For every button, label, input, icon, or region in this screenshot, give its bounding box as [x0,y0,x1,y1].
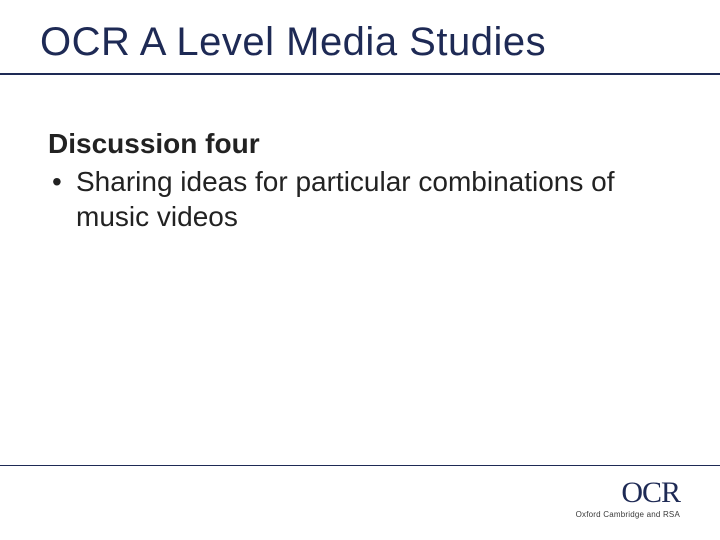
discussion-subhead: Discussion four [48,128,672,160]
ocr-logo-sub: Oxford Cambridge and RSA [576,510,680,519]
body-content: Discussion four Sharing ideas for partic… [48,128,672,234]
bullet-list: Sharing ideas for particular combination… [48,164,672,234]
footer-rule [0,465,720,466]
bullet-item: Sharing ideas for particular combination… [48,164,672,234]
ocr-logo: OCR Oxford Cambridge and RSA [576,478,680,519]
title-underline [0,73,720,75]
ocr-logo-main: OCR [576,478,680,508]
slide-title: OCR A Level Media Studies [40,20,546,65]
title-wrap: OCR A Level Media Studies [40,20,546,65]
slide: { "colors": { "title": "#1e2a55", "rule"… [0,0,720,540]
